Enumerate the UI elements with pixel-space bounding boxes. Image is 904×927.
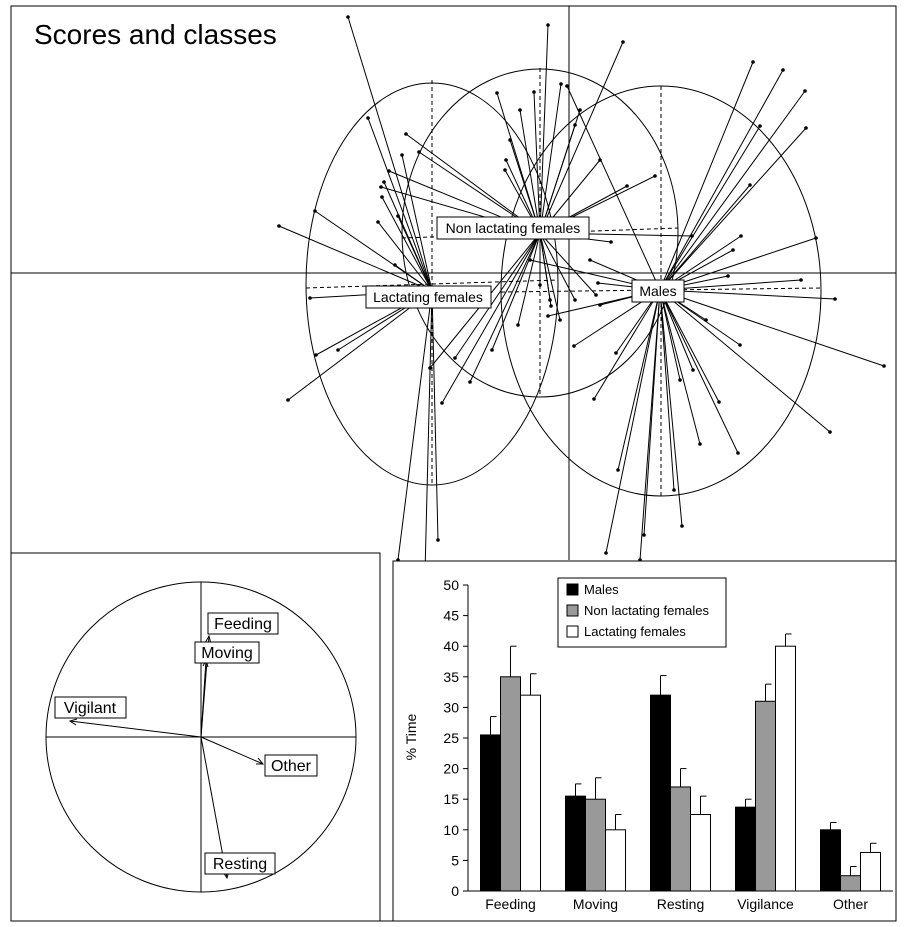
bar-moving-non-lactating-females [585,798,606,892]
bar-resting-lactating-females [690,814,711,892]
observation-rays [278,16,885,574]
y-tick-label-0: 0 [451,883,459,899]
arrow-vigilant [69,720,202,738]
variable-label-feeding-text: Feeding [214,616,272,633]
variable-label-resting-text: Resting [213,856,267,873]
class-label-non-lactating: Non lactating females [436,216,590,240]
scores-title: Scores and classes [34,19,277,50]
class-label-males: Males [631,279,685,303]
x-ticks: Feeding Moving Resting Vigilance Other [485,896,868,912]
bar-other-males [820,829,841,892]
y-tick-label-10: 10 [443,822,459,838]
y-tick-label-45: 45 [443,608,459,624]
legend-entries: Males Non lactating females Lactating fema… [566,582,710,639]
class-label-lactating: Lactating females [365,285,492,309]
variable-label-moving-text: Moving [201,645,253,662]
variable-label-other: Other [264,754,318,777]
arrow-moving [200,659,207,738]
legend-label-0: Males [584,582,619,597]
y-tick-label-15: 15 [443,791,459,807]
bar-moving-males [565,795,586,892]
variable-label-vigilant-text: Vigilant [64,700,117,717]
y-ticks: 0 5 10 15 20 25 30 35 40 45 50 [443,577,468,899]
class-label-males-text: Males [639,283,676,299]
x-tick-label-vigilance: Vigilance [737,896,794,912]
bar-resting-non-lactating-females [670,786,691,892]
bar-vigilance-lactating-females [775,645,796,892]
bar-vigilance-males [735,806,756,892]
bar-chart-panel: 0 5 10 15 20 25 30 35 40 45 50 Feeding Moving Restin… [392,560,897,922]
legend-box [557,577,727,648]
variable-label-vigilant: Vigilant [54,696,127,719]
x-tick-label-other: Other [833,896,868,912]
variable-label-moving: Moving [194,641,260,664]
bar-feeding-non-lactating-females [500,676,521,892]
y-axis-title: % Time [403,713,419,760]
circle-panel: Feeding Moving Vigilant Other Resting [10,552,381,922]
variable-label-resting: Resting [204,852,276,875]
bars [480,645,881,892]
x-tick-label-moving: Moving [573,896,618,912]
y-tick-label-25: 25 [443,730,459,746]
y-tick-label-20: 20 [443,761,459,777]
y-tick-label-35: 35 [443,669,459,685]
class-label-lactating-text: Lactating females [373,289,483,305]
bar-other-non-lactating-females [840,875,861,892]
y-tick-label-40: 40 [443,638,459,654]
bar-feeding-males [480,734,501,892]
legend-swatch-2 [566,625,579,638]
x-tick-label-resting: Resting [657,896,704,912]
bar-vigilance-non-lactating-females [755,700,776,892]
y-tick-label-50: 50 [443,577,459,593]
legend: Males Non lactating females Lactating fema… [557,577,727,648]
bar-feeding-lactating-females [520,694,541,892]
class-label-non-lactating-text: Non lactating females [446,220,581,236]
legend-swatch-1 [566,604,579,617]
legend-label-2: Lactating females [584,624,686,639]
variable-label-other-text: Other [271,758,312,775]
variable-label-feeding: Feeding [207,612,279,635]
arrow-other [200,736,264,765]
bar-resting-males [650,694,671,892]
legend-swatch-0 [566,583,579,596]
x-tick-label-feeding: Feeding [485,896,536,912]
y-tick-label-5: 5 [451,852,459,868]
error-bars [490,633,877,876]
bar-other-lactating-females [860,851,881,892]
y-tick-label-30: 30 [443,699,459,715]
plot-area: 0 5 10 15 20 25 30 35 40 45 50 Feeding Moving Restin… [443,577,893,912]
bar-moving-lactating-females [605,829,626,892]
legend-label-1: Non lactating females [584,603,710,618]
